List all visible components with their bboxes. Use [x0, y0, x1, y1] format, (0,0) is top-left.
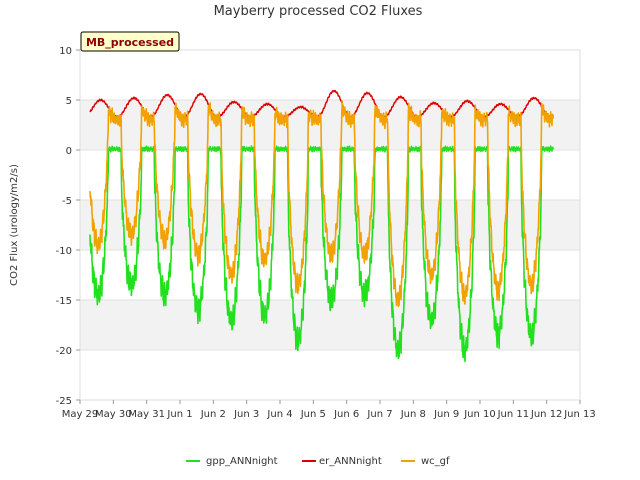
x-tick-label: Jun 13	[563, 409, 596, 420]
badge-box	[80, 31, 180, 52]
x-tick-label: Jun 4	[266, 409, 292, 420]
x-tick-label: Jun 10	[463, 409, 496, 420]
y-axis: -25 -20 -15 -10 -5 0 5 10	[56, 46, 80, 407]
y-tick-label: -15	[56, 296, 72, 307]
y-tick-label: -5	[62, 196, 72, 207]
series-line-gpp-annnight	[89, 145, 555, 363]
x-tick-label: Jun 3	[233, 409, 259, 420]
x-tick-label: Jun 1	[166, 409, 192, 420]
series-line-wc-gf	[89, 100, 555, 308]
y-axis-label: CO2 Flux (urology/m2/s)	[9, 164, 20, 286]
x-tick-label: May 31	[128, 409, 165, 420]
x-tick-label: Jun 12	[530, 409, 563, 420]
x-tick-label: May 30	[95, 409, 132, 420]
y-tick-label: 10	[59, 46, 72, 57]
x-tick-label: Jun 6	[333, 409, 359, 420]
y-tick-label: -20	[56, 346, 72, 357]
plot-frame	[79, 49, 581, 401]
y-tick-label: -10	[56, 246, 72, 257]
y-tick-label: -25	[56, 396, 72, 407]
badge-label: MB_processed	[86, 36, 174, 49]
x-tick-label: Jun 9	[433, 409, 459, 420]
legend: gpp_ANNnight er_ANNnight wc_gf	[186, 456, 450, 467]
series-layer	[89, 89, 555, 363]
badge: MB_processed	[80, 31, 180, 52]
background-band	[80, 100, 580, 150]
legend-label-er: er_ANNnight	[319, 456, 382, 467]
x-tick-label: Jun 11	[497, 409, 530, 420]
x-tick-label: Jun 5	[300, 409, 326, 420]
y-tick-label: 0	[66, 146, 72, 157]
x-tick-label: Jun 8	[400, 409, 426, 420]
x-tick-label: Jun 2	[200, 409, 226, 420]
x-tick-label: Jun 7	[366, 409, 392, 420]
x-tick-label: May 29	[62, 409, 99, 420]
chart-title: Mayberry processed CO2 Fluxes	[214, 4, 423, 19]
legend-label-wc: wc_gf	[421, 456, 450, 467]
legend-label-gpp: gpp_ANNnight	[206, 456, 278, 467]
y-tick-label: 5	[66, 96, 72, 107]
